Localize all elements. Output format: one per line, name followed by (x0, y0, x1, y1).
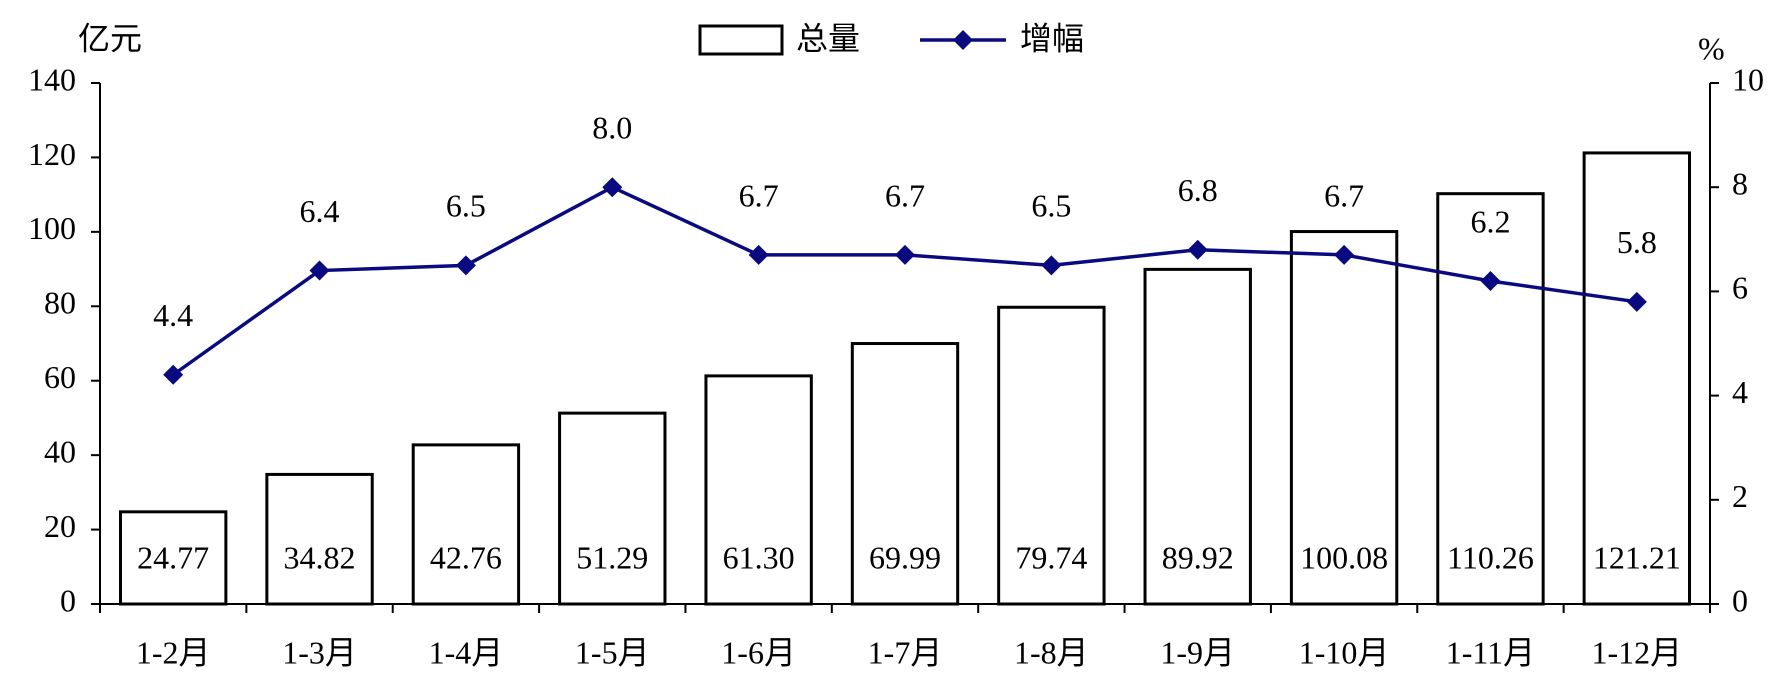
line-value-label: 6.5 (446, 188, 486, 224)
x-tick-label: 1-10月 (1299, 634, 1390, 670)
marker (163, 364, 184, 385)
legend-label: 增幅 (1020, 20, 1084, 56)
line-value-label: 6.7 (739, 177, 779, 213)
marker (309, 260, 330, 281)
bar-value-label: 34.82 (284, 539, 356, 575)
bar-value-label: 89.92 (1162, 539, 1234, 575)
bar (997, 305, 1106, 606)
x-tick-label: 1-5月 (575, 634, 650, 670)
line-value-label: 6.7 (1324, 177, 1364, 213)
line-value-label: 6.5 (1031, 188, 1071, 224)
x-tick-label: 1-4月 (429, 634, 504, 670)
x-tick-label: 1-2月 (136, 634, 211, 670)
bar (704, 374, 813, 606)
x-tick-label: 1-7月 (868, 634, 943, 670)
line-value-label: 6.2 (1470, 203, 1510, 239)
x-tick-label: 1-6月 (721, 634, 796, 670)
y-axis-label: 亿元 (78, 20, 142, 56)
marker (455, 255, 476, 276)
bar-value-label: 24.77 (137, 539, 209, 575)
bar (1143, 267, 1252, 606)
y-tick-label: 0 (60, 582, 76, 618)
line-value-label: 8.0 (592, 110, 632, 146)
marker (602, 177, 623, 198)
bar-value-label: 121.21 (1593, 539, 1681, 575)
legend-swatch (698, 24, 784, 56)
bar-value-label: 51.29 (576, 539, 648, 575)
y2-tick-label: 2 (1732, 478, 1748, 514)
line-value-label: 6.4 (300, 193, 340, 229)
bar (411, 443, 521, 606)
bar-value-label: 110.26 (1447, 539, 1534, 575)
y2-tick-label: 10 (1732, 61, 1764, 97)
bar-value-label: 42.76 (430, 539, 502, 575)
line-value-label: 5.8 (1617, 224, 1657, 260)
line-value-label: 6.8 (1178, 172, 1218, 208)
y2-axis-label: % (1698, 30, 1725, 66)
bar (558, 411, 667, 606)
bar (1436, 192, 1545, 606)
marker (1626, 291, 1647, 312)
bar-value-label: 100.08 (1300, 539, 1388, 575)
y-tick-label: 40 (44, 433, 76, 469)
bar-value-label: 79.74 (1015, 539, 1087, 575)
y-tick-label: 80 (44, 285, 76, 321)
bar-value-label: 61.30 (723, 539, 795, 575)
x-tick-label: 1-3月 (282, 634, 357, 670)
x-tick-label: 1-9月 (1160, 634, 1235, 670)
line-value-label: 6.7 (885, 177, 925, 213)
y-tick-label: 120 (28, 136, 76, 172)
bar-value-label: 69.99 (869, 539, 941, 575)
y2-tick-label: 4 (1732, 374, 1748, 410)
line-value-label: 4.4 (153, 297, 193, 333)
bar (1289, 230, 1399, 606)
legend-label: 总量 (796, 20, 860, 56)
x-tick-label: 1-8月 (1014, 634, 1089, 670)
marker (895, 244, 915, 265)
bar (1582, 151, 1692, 606)
bar (850, 342, 960, 606)
x-tick-label: 1-12月 (1591, 634, 1682, 670)
y-tick-label: 60 (44, 359, 76, 395)
y2-tick-label: 8 (1732, 166, 1748, 202)
marker (1480, 270, 1501, 291)
marker (1334, 244, 1355, 265)
bar (265, 472, 374, 606)
x-tick-label: 1-11月 (1446, 634, 1535, 670)
marker (748, 244, 769, 265)
y-tick-label: 140 (28, 61, 76, 97)
legend-marker (953, 30, 973, 50)
y-tick-label: 100 (28, 210, 76, 246)
bar (118, 510, 228, 606)
y2-tick-label: 0 (1732, 582, 1748, 618)
y2-tick-label: 6 (1732, 270, 1748, 306)
marker (1041, 255, 1062, 276)
y-tick-label: 20 (44, 508, 76, 544)
marker (1187, 239, 1208, 260)
